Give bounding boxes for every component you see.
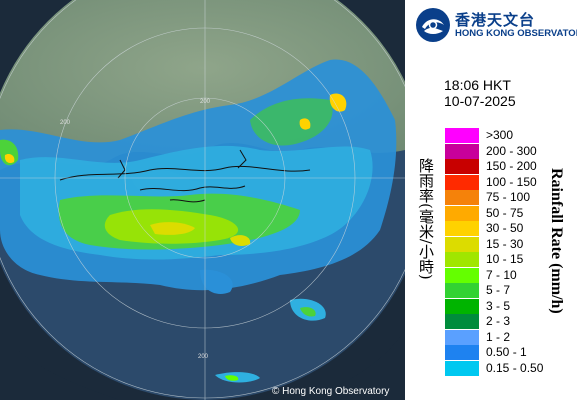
legend-swatch <box>445 143 479 159</box>
logo-english-text: HONG KONG OBSERVATORY <box>455 28 577 39</box>
legend-label: 100 - 150 <box>486 174 537 189</box>
legend-label: 5 - 7 <box>486 283 511 297</box>
radar-map: 200 200 200 <box>0 0 405 400</box>
legend-label: 30 - 50 <box>486 221 524 235</box>
legend-swatch <box>445 252 479 267</box>
legend-title-english: Rainfall Rate (mm/h) <box>548 168 565 314</box>
legend-swatch <box>445 174 479 190</box>
legend-label: 0.50 - 1 <box>486 345 527 359</box>
legend-label: 200 - 300 <box>486 143 537 158</box>
timestamp-time: 18:06 HKT <box>444 77 511 93</box>
legend-label: 3 - 5 <box>486 298 511 313</box>
timestamp-date: 10-07-2025 <box>444 93 516 109</box>
legend-label: 75 - 100 <box>486 190 531 204</box>
legend-swatch <box>445 329 479 345</box>
legend-label: >300 <box>486 128 514 142</box>
observatory-emblem-icon <box>416 8 450 42</box>
range-ring-label: 200 <box>60 120 71 126</box>
legend-swatch <box>445 128 479 143</box>
legend-label: 10 - 15 <box>486 252 524 266</box>
coastline-overlay <box>59 149 311 203</box>
legend-swatch <box>445 298 479 314</box>
legend-swatch <box>445 205 479 221</box>
legend-label: 2 - 3 <box>486 314 511 328</box>
legend-swatch <box>445 345 479 360</box>
legend-swatch <box>445 190 479 205</box>
range-rings <box>0 0 405 400</box>
rain-echoes <box>0 59 397 383</box>
legend-swatch <box>445 159 479 174</box>
legend-title-chinese: 降雨率(毫米/小時) <box>417 158 435 280</box>
logo-chinese-text: 香港天文台 <box>455 11 536 29</box>
legend-label: 0.15 - 0.50 <box>486 360 544 375</box>
legend-label: 1 - 2 <box>486 329 511 344</box>
range-ring-label: 200 <box>200 99 211 105</box>
legend-label: 15 - 30 <box>486 236 524 251</box>
legend-label: 50 - 75 <box>486 205 524 220</box>
legend-swatch <box>445 283 479 298</box>
legend-label: 7 - 10 <box>486 267 517 282</box>
copyright-text: © Hong Kong Observatory <box>272 386 390 397</box>
legend-swatch <box>445 314 479 329</box>
legend-swatch <box>445 221 479 236</box>
range-ring-label: 200 <box>198 354 209 360</box>
legend-label: 150 - 200 <box>486 159 537 173</box>
legend-swatch <box>445 236 479 252</box>
legend-swatch <box>445 360 479 376</box>
legend-swatch <box>445 267 479 283</box>
info-panel: 香港天文台 HONG KONG OBSERVATORY 18:06 HKT 10… <box>405 0 577 400</box>
observatory-logo: 香港天文台 HONG KONG OBSERVATORY <box>415 7 577 43</box>
